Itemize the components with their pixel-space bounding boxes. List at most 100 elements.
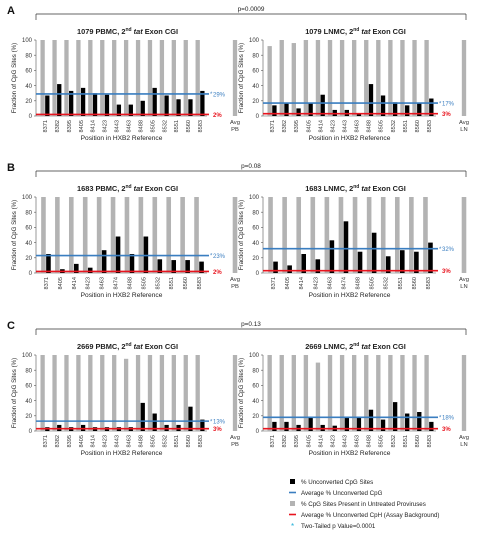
- y-tick-label: 100: [249, 38, 260, 44]
- chart-title: 1079 LNMC, 2nd tat Exon CGI: [305, 27, 406, 36]
- y-tick-label: 60: [25, 69, 32, 75]
- bar-present: [412, 40, 417, 116]
- y-tick-label: 20: [25, 99, 32, 105]
- x-tick-label: 8463: [126, 120, 132, 132]
- chart-title-superscript: nd: [125, 184, 131, 190]
- avg-cpg-star: *: [210, 254, 213, 260]
- bar-unconverted: [405, 105, 410, 116]
- bar-present: [388, 355, 393, 431]
- bar-present: [159, 355, 165, 431]
- avg-cph-label: 2%: [213, 113, 222, 119]
- legend-label: % CpG Sites Present in Untreated Proviru…: [301, 501, 426, 508]
- chart-1: 1079 LNMC, 2nd tat Exon CGI 0 20 40 60 80 100 F…: [238, 27, 469, 142]
- x-tick-label: 8414: [72, 277, 78, 289]
- bar-present: [268, 197, 273, 273]
- avg-bar-label-line2: LN: [460, 127, 467, 133]
- y-tick-label: 40: [252, 399, 259, 405]
- avg-cpg-star: *: [439, 416, 442, 422]
- chart-title-main: 1683 PBMC, 2: [77, 184, 125, 193]
- x-tick-label: 8505: [150, 120, 156, 132]
- y-axis-label: Fraction of CpG Sites (%): [238, 43, 245, 114]
- bar-unconverted: [157, 259, 163, 273]
- bar-present: [64, 355, 69, 431]
- legend-swatch-square: [290, 479, 295, 484]
- bar-present: [324, 197, 330, 273]
- bar-average-present: [232, 355, 238, 431]
- chart-title-suffix: Exon CGI: [143, 184, 178, 193]
- bar-present: [291, 43, 296, 116]
- bar-present: [424, 355, 429, 431]
- x-tick-label: 8583: [197, 277, 203, 289]
- x-tick-label: 8395: [67, 435, 73, 447]
- y-tick-label: 0: [29, 429, 33, 435]
- bar-present: [380, 197, 386, 273]
- x-tick-label: 8382: [282, 120, 288, 132]
- bar-unconverted: [380, 95, 386, 116]
- y-tick-label: 0: [256, 429, 260, 435]
- bar-unconverted: [296, 108, 301, 116]
- x-tick-label: 8551: [403, 120, 409, 132]
- legend-label: % Unconverted CpG Sites: [301, 479, 373, 486]
- bar-present: [194, 197, 199, 273]
- bar-average-present: [461, 355, 467, 431]
- y-tick-label: 60: [25, 384, 32, 390]
- bar-unconverted: [199, 261, 204, 273]
- bar-present: [147, 355, 153, 431]
- y-tick-label: 0: [29, 271, 33, 277]
- x-tick-label: 8423: [103, 120, 109, 132]
- avg-cpg-label: 29%: [213, 92, 226, 98]
- avg-cpg-star: *: [210, 92, 213, 98]
- bar-present: [112, 355, 117, 431]
- x-tick-label: 8551: [174, 120, 180, 132]
- bar-unconverted: [273, 261, 278, 273]
- bar-unconverted: [320, 94, 325, 116]
- x-tick-label: 8371: [270, 120, 276, 132]
- bar-present: [267, 46, 272, 116]
- bar-unconverted: [129, 254, 135, 273]
- bar-unconverted: [104, 94, 110, 116]
- bar-unconverted: [171, 260, 177, 273]
- chart-title: 1683 PBMC, 2nd tat Exon CGI: [77, 184, 178, 193]
- x-tick-label: 8474: [341, 277, 347, 289]
- legend: % Unconverted CpG Sites Average % Unconve…: [289, 479, 439, 531]
- bar-unconverted: [73, 263, 79, 273]
- chart-title-gene: tat: [361, 184, 371, 193]
- panel-letter: C: [7, 320, 15, 332]
- chart-title-suffix: Exon CGI: [370, 342, 405, 351]
- chart-title-suffix: Exon CGI: [143, 27, 178, 36]
- bar-present: [183, 355, 188, 431]
- x-tick-label: 8505: [141, 277, 147, 289]
- bar-unconverted: [80, 87, 86, 116]
- bar-present: [364, 355, 369, 431]
- x-axis-label: Position in HXB2 Reference: [309, 450, 391, 457]
- chart-title-superscript: nd: [125, 342, 131, 348]
- bar-unconverted: [185, 260, 190, 273]
- avg-cph-label: 2%: [213, 270, 222, 276]
- chart-title-suffix: Exon CGI: [143, 342, 178, 351]
- bar-present: [135, 355, 141, 431]
- x-tick-label: 8532: [155, 277, 161, 289]
- bar-unconverted: [429, 421, 434, 431]
- avg-cph-label: 3%: [442, 427, 451, 433]
- avg-cpg-label: 17%: [442, 101, 455, 107]
- bar-present: [267, 355, 272, 431]
- bar-unconverted: [368, 84, 374, 116]
- x-tick-label: 8405: [79, 120, 85, 132]
- bar-unconverted: [356, 417, 362, 431]
- bar-unconverted: [399, 250, 405, 273]
- y-tick-label: 80: [252, 210, 259, 216]
- x-axis-label: Position in HXB2 Reference: [81, 292, 163, 299]
- bar-unconverted: [92, 93, 98, 116]
- bar-unconverted: [140, 100, 145, 116]
- bar-present: [171, 355, 176, 431]
- y-axis-label: Fraction of CpG Sites (%): [238, 200, 245, 271]
- bar-unconverted: [329, 240, 335, 273]
- chart-title-superscript: nd: [353, 27, 359, 33]
- x-tick-label: 8532: [162, 435, 168, 447]
- bar-present: [338, 197, 344, 273]
- x-tick-label: 8488: [356, 277, 362, 289]
- y-tick-label: 20: [252, 256, 259, 262]
- x-tick-label: 8488: [138, 120, 144, 132]
- chart-4: 2669 PBMC, 2nd tat Exon CGI 0 20 40 60 80 100 F…: [11, 342, 240, 457]
